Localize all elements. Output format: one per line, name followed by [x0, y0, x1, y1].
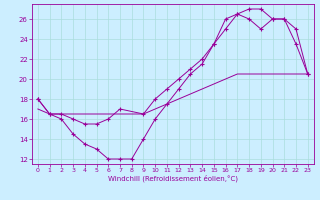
- X-axis label: Windchill (Refroidissement éolien,°C): Windchill (Refroidissement éolien,°C): [108, 175, 238, 182]
